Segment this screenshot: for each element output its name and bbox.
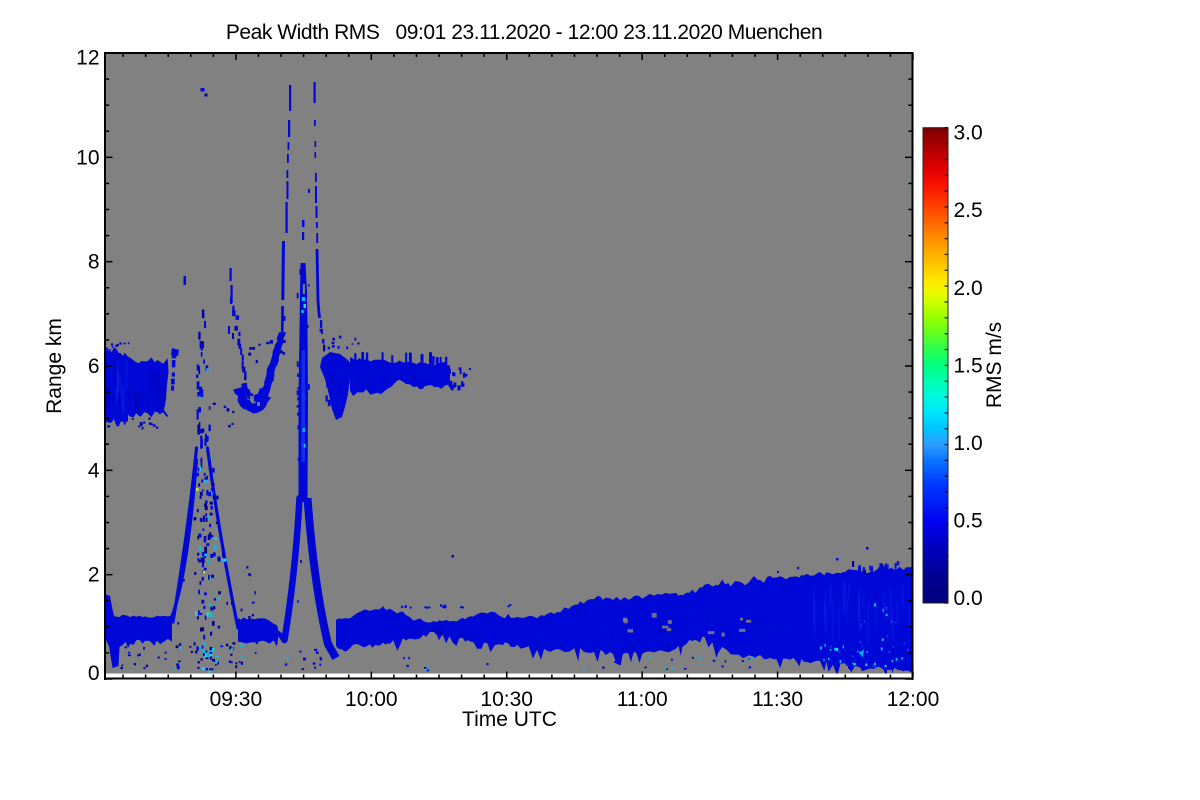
svg-text:11:00: 11:00 [617, 688, 668, 711]
svg-text:0.0: 0.0 [954, 587, 983, 610]
svg-text:8: 8 [88, 251, 100, 274]
svg-text:10:30: 10:30 [480, 688, 533, 711]
svg-text:2.0: 2.0 [954, 277, 983, 300]
svg-text:RMS m/s: RMS m/s [983, 322, 1006, 408]
svg-text:09:30: 09:30 [210, 688, 263, 711]
svg-text:12: 12 [76, 47, 99, 70]
svg-text:6: 6 [88, 355, 100, 378]
svg-text:1.0: 1.0 [954, 432, 983, 455]
svg-text:2.5: 2.5 [954, 199, 983, 222]
svg-text:Range km: Range km [43, 318, 66, 414]
svg-text:Time UTC: Time UTC [462, 708, 557, 731]
svg-text:0.5: 0.5 [954, 509, 983, 532]
svg-text:12:00: 12:00 [887, 688, 940, 711]
svg-text:11:30: 11:30 [752, 688, 803, 711]
svg-text:3.0: 3.0 [954, 122, 983, 145]
svg-text:10: 10 [76, 146, 99, 169]
svg-text:4: 4 [88, 459, 100, 482]
svg-text:2: 2 [88, 564, 100, 587]
svg-text:1.5: 1.5 [954, 354, 983, 377]
svg-text:0: 0 [88, 662, 100, 685]
svg-text:Peak Width RMS 09:01 23.11.2: Peak Width RMS 09:01 23.11.2020 - 12:00 … [226, 21, 822, 44]
svg-text:10:00: 10:00 [345, 688, 398, 711]
